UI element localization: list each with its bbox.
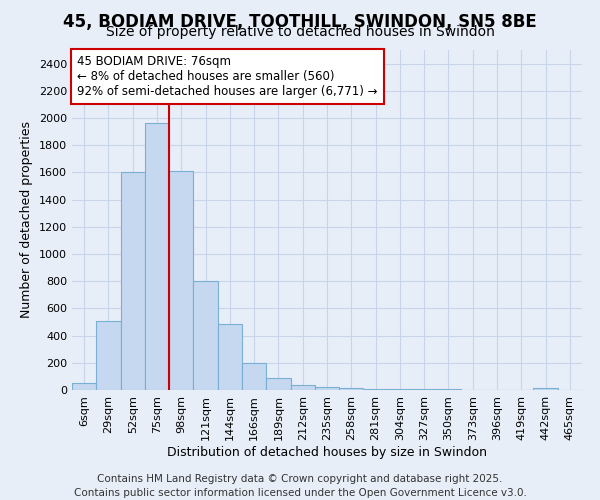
Bar <box>96 320 121 390</box>
Bar <box>242 363 266 390</box>
Bar <box>315 386 339 390</box>
Bar <box>121 172 145 390</box>
Y-axis label: Number of detached properties: Number of detached properties <box>20 122 34 318</box>
Bar <box>218 324 242 390</box>
X-axis label: Distribution of detached houses by size in Swindon: Distribution of detached houses by size … <box>167 446 487 458</box>
Text: Contains HM Land Registry data © Crown copyright and database right 2025.
Contai: Contains HM Land Registry data © Crown c… <box>74 474 526 498</box>
Bar <box>145 124 169 390</box>
Text: 45 BODIAM DRIVE: 76sqm
← 8% of detached houses are smaller (560)
92% of semi-det: 45 BODIAM DRIVE: 76sqm ← 8% of detached … <box>77 55 377 98</box>
Bar <box>533 388 558 390</box>
Text: Size of property relative to detached houses in Swindon: Size of property relative to detached ho… <box>106 25 494 39</box>
Bar <box>388 389 412 390</box>
Bar <box>290 384 315 390</box>
Bar <box>193 281 218 390</box>
Bar <box>364 388 388 390</box>
Bar <box>339 388 364 390</box>
Bar <box>169 171 193 390</box>
Text: 45, BODIAM DRIVE, TOOTHILL, SWINDON, SN5 8BE: 45, BODIAM DRIVE, TOOTHILL, SWINDON, SN5… <box>63 12 537 30</box>
Bar <box>72 383 96 390</box>
Bar <box>266 378 290 390</box>
